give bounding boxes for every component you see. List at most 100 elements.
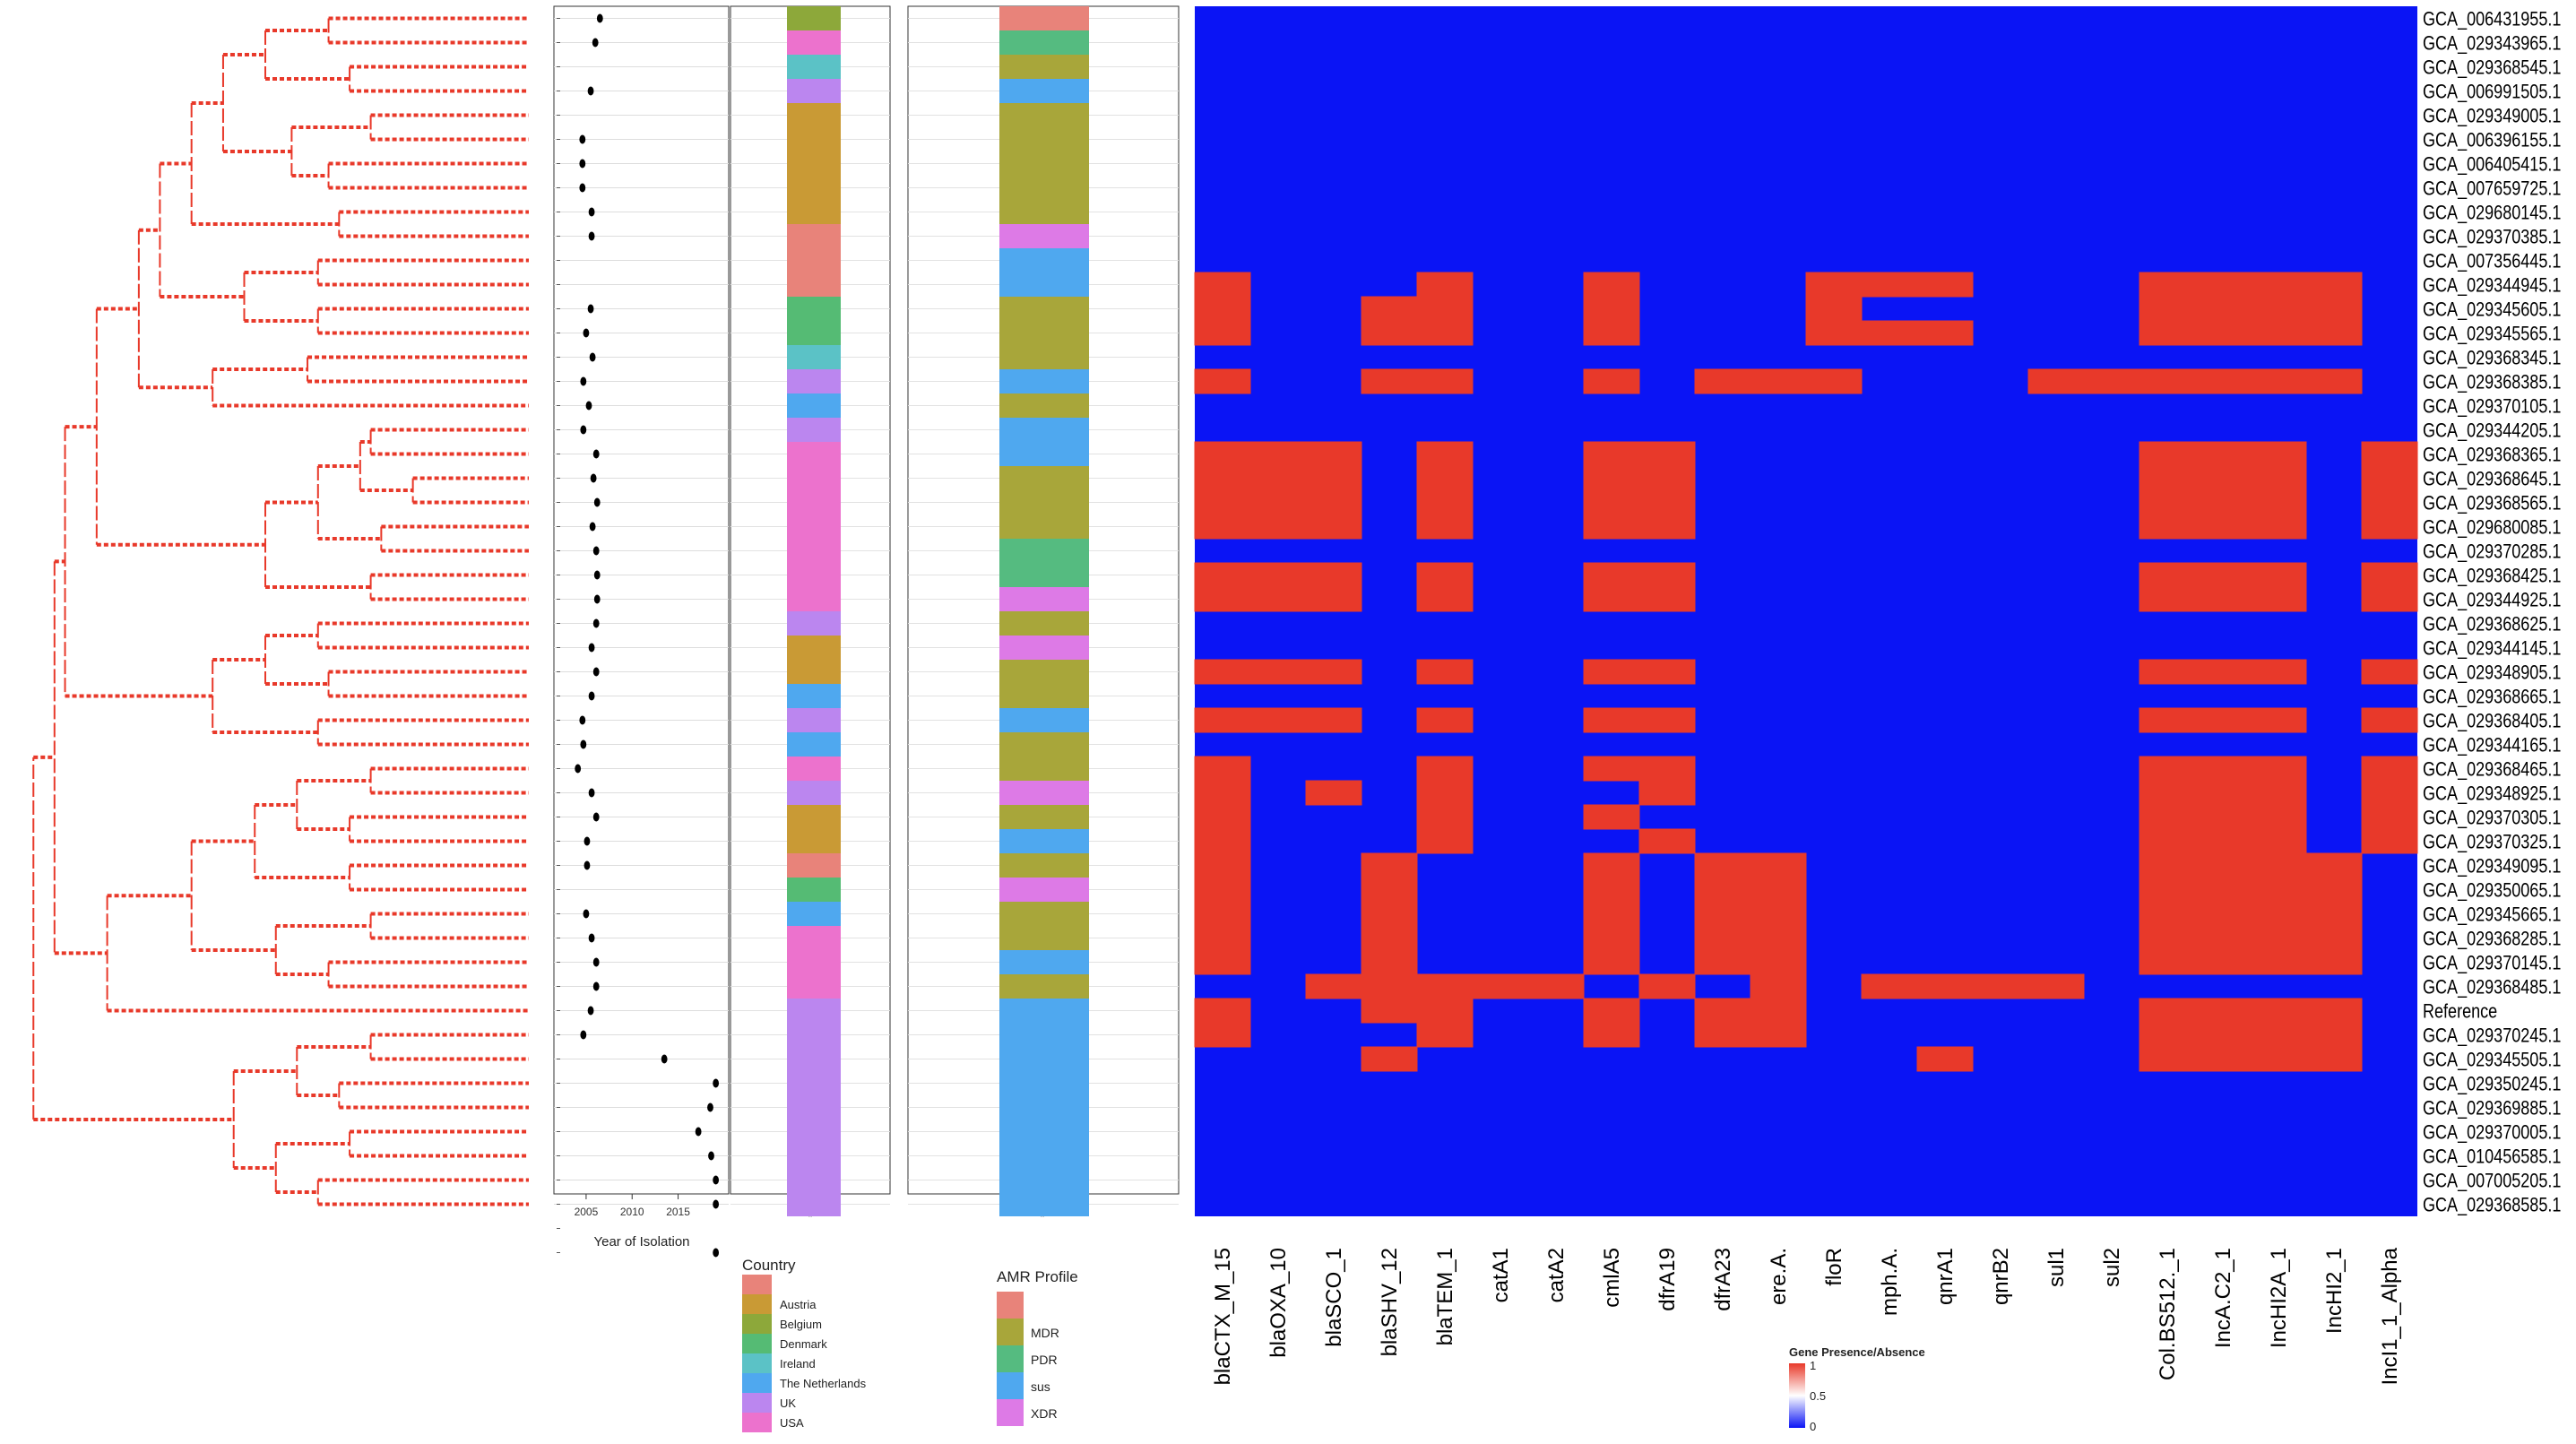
genome-label: GCA_007005205.1 bbox=[2423, 1171, 2561, 1192]
heatmap-cell-present bbox=[2194, 707, 2252, 733]
year-point bbox=[587, 1006, 594, 1016]
heatmap-cell-present bbox=[2361, 514, 2418, 540]
heatmap-cell-present bbox=[1194, 272, 1251, 298]
heatmap-cell-present bbox=[2305, 925, 2363, 951]
heatmap-cell-present bbox=[2194, 586, 2252, 612]
gene-label: IncI1_1_Alpha bbox=[2378, 1247, 2402, 1385]
heatmap-cell-present bbox=[1305, 659, 1362, 685]
amr-segment bbox=[999, 55, 1089, 79]
heatmap-cell-present bbox=[1694, 949, 1751, 975]
gene-label: Col.BS512._1 bbox=[2156, 1248, 2180, 1380]
country-legend-label: UK bbox=[780, 1396, 796, 1410]
genome-label: GCA_029368625.1 bbox=[2423, 614, 2561, 636]
country-legend-label: Ireland bbox=[780, 1357, 816, 1371]
heatmap-cell-present bbox=[2139, 562, 2196, 588]
amr-legend-label: MDR bbox=[1031, 1326, 1059, 1340]
heatmap-cell-present bbox=[1583, 901, 1640, 927]
amr-segment bbox=[999, 660, 1089, 708]
year-point bbox=[575, 764, 582, 774]
heatmap-cell-present bbox=[1416, 489, 1474, 515]
year-point bbox=[589, 522, 596, 532]
heatmap-cell-present bbox=[1638, 707, 1696, 733]
amr-legend-swatch bbox=[997, 1292, 1024, 1319]
country-segment bbox=[787, 805, 841, 853]
country-segment bbox=[787, 79, 841, 103]
genome-label: GCA_006991505.1 bbox=[2423, 82, 2561, 103]
amr-legend-swatch bbox=[997, 1319, 1024, 1345]
heatmap-cell-present bbox=[1416, 1022, 1474, 1048]
heatmap-cell-present bbox=[1583, 852, 1640, 878]
amr-segment bbox=[999, 539, 1089, 587]
genome-label: GCA_029343965.1 bbox=[2423, 33, 2561, 55]
heatmap-cell-present bbox=[1194, 514, 1251, 540]
heatmap-cell-present bbox=[2250, 949, 2307, 975]
gene-legend-tick-1: 1 bbox=[1810, 1359, 1816, 1372]
heatmap-cell-present bbox=[1583, 562, 1640, 588]
heatmap-cell-present bbox=[2194, 272, 2252, 298]
country-segment bbox=[787, 878, 841, 902]
year-point bbox=[580, 376, 587, 386]
heatmap-cell-present bbox=[1583, 877, 1640, 903]
heatmap-cell-present bbox=[2250, 489, 2307, 515]
year-of-isolation-panel: 2005 2010 2015 Year of Isolation bbox=[553, 5, 730, 1258]
heatmap-cell-present bbox=[2250, 877, 2307, 903]
heatmap-cell-present bbox=[2027, 368, 2085, 394]
heatmap-cell-present bbox=[1694, 852, 1751, 878]
heatmap-cell-present bbox=[1583, 465, 1640, 491]
heatmap-cell-present bbox=[1638, 973, 1696, 999]
year-point bbox=[713, 1248, 720, 1258]
genome-label: GCA_029368285.1 bbox=[2423, 929, 2561, 950]
heatmap-cell-present bbox=[1694, 877, 1751, 903]
heatmap-cell-present bbox=[1361, 949, 1418, 975]
heatmap-cell-present bbox=[1361, 1046, 1418, 1072]
heatmap-cell-present bbox=[1416, 756, 1474, 782]
heatmap-cell-present bbox=[1305, 707, 1362, 733]
genome-label: GCA_029344165.1 bbox=[2423, 735, 2561, 757]
heatmap-cell-present bbox=[1694, 998, 1751, 1024]
genome-label: GCA_029368345.1 bbox=[2423, 348, 2561, 369]
year-point bbox=[593, 594, 601, 604]
heatmap-cell-present bbox=[1305, 780, 1362, 806]
heatmap-cell-present bbox=[1305, 562, 1362, 588]
heatmap-cell-present bbox=[2250, 320, 2307, 346]
heatmap-cell-present bbox=[2250, 925, 2307, 951]
heatmap-cell-present bbox=[2194, 901, 2252, 927]
year-point bbox=[588, 207, 595, 217]
country-axis-tick: .. bbox=[808, 1211, 812, 1219]
year-point bbox=[588, 231, 595, 241]
country-segment bbox=[787, 999, 841, 1216]
year-point bbox=[583, 328, 590, 338]
year-tick-label: 2005 bbox=[575, 1206, 599, 1218]
country-legend-label: The Netherlands bbox=[780, 1377, 867, 1390]
amr-segment bbox=[999, 853, 1089, 878]
country-segment bbox=[787, 30, 841, 55]
heatmap-cell-present bbox=[2250, 852, 2307, 878]
heatmap-cell-present bbox=[1750, 949, 1807, 975]
heatmap-cell-present bbox=[1416, 514, 1474, 540]
heatmap-cell-present bbox=[2250, 562, 2307, 588]
heatmap-cell-present bbox=[1583, 514, 1640, 540]
heatmap-cell-present bbox=[2250, 272, 2307, 298]
amr-legend-swatch bbox=[997, 1345, 1024, 1372]
heatmap-cell-present bbox=[1249, 659, 1307, 685]
heatmap-cell-present bbox=[1750, 998, 1807, 1024]
country-legend-swatch bbox=[742, 1373, 772, 1393]
genome-label: GCA_029348925.1 bbox=[2423, 783, 2561, 805]
year-axis-label: Year of Isolation bbox=[593, 1234, 689, 1249]
country-segment bbox=[787, 708, 841, 732]
year-point bbox=[580, 1030, 587, 1040]
amr-legend-label: XDR bbox=[1031, 1406, 1058, 1421]
heatmap-cell-present bbox=[2139, 586, 2196, 612]
heatmap-cell-present bbox=[1194, 828, 1251, 854]
heatmap-cell-present bbox=[2250, 780, 2307, 806]
heatmap-cell-present bbox=[2139, 1046, 2196, 1072]
amr-segment bbox=[999, 418, 1089, 466]
country-legend-title: Country bbox=[742, 1257, 796, 1274]
year-point bbox=[592, 981, 600, 991]
year-point bbox=[592, 449, 600, 459]
heatmap-cell-present bbox=[1583, 368, 1640, 394]
heatmap-cell-present bbox=[2194, 925, 2252, 951]
heatmap-cell-present bbox=[1361, 925, 1418, 951]
gene-column-labels: blaCTX_M_15 blaOXA_10 blaSCO_1 blaSHV_12 bla… bbox=[1211, 1247, 2402, 1385]
